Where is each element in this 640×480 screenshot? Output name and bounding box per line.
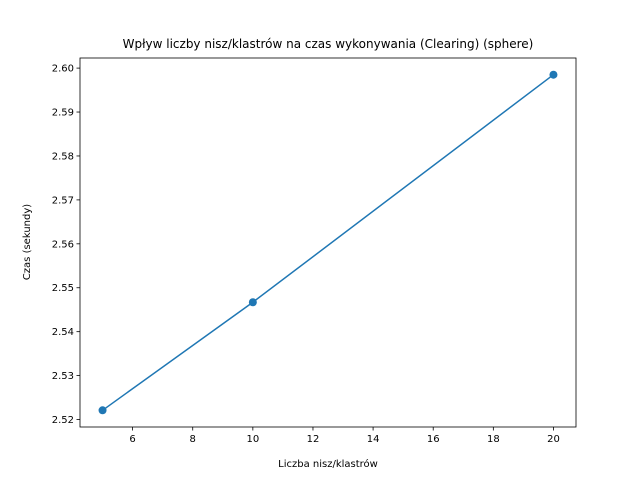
y-tick-label: 2.53 xyxy=(52,371,74,382)
x-tick-label: 6 xyxy=(129,434,135,445)
x-tick-label: 10 xyxy=(246,434,259,445)
y-tick-label: 2.57 xyxy=(52,195,74,206)
y-tick-label: 2.55 xyxy=(52,283,74,294)
data-point xyxy=(549,70,558,79)
plot-frame xyxy=(79,57,577,428)
plot-area: 6 8 10 12 14 16 18 20 2.52 2.53 2.54 2.55 2.56 2.57 2.… xyxy=(52,57,577,445)
chart-title: Wpływ liczby nisz/klastrów na czas wykon… xyxy=(123,37,534,51)
x-tick-label: 18 xyxy=(487,434,500,445)
y-tick-label: 2.60 xyxy=(52,64,74,75)
x-tick-label: 8 xyxy=(190,434,196,445)
x-tick-label: 20 xyxy=(547,434,560,445)
x-tick-label: 14 xyxy=(367,434,380,445)
y-tick-label: 2.56 xyxy=(52,239,74,250)
y-tick-label: 2.59 xyxy=(52,108,74,119)
y-tick-label: 2.54 xyxy=(52,327,74,338)
y-tick-label: 2.52 xyxy=(52,415,74,426)
data-point xyxy=(248,298,257,307)
x-axis-label: Liczba nisz/klastrów xyxy=(278,458,378,470)
y-tick-label: 2.58 xyxy=(52,151,74,162)
x-tick-label: 16 xyxy=(427,434,440,445)
x-tick-label: 12 xyxy=(307,434,320,445)
data-point xyxy=(98,406,107,415)
series-line xyxy=(102,74,554,411)
y-axis-label: Czas (sekundy) xyxy=(22,204,33,280)
